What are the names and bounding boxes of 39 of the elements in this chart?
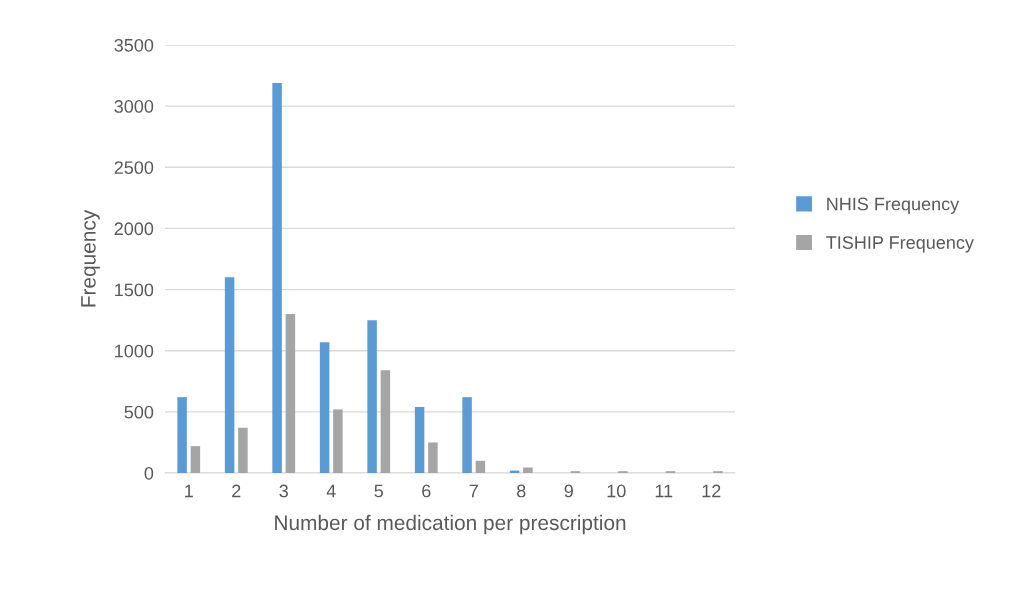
x-tick-label: 6 <box>422 484 431 498</box>
y-tick-label: 3500 <box>114 38 154 52</box>
x-axis-title: Number of medication per prescription <box>275 514 626 535</box>
x-tick-label: 2 <box>232 484 241 498</box>
x-tick-label: 4 <box>326 484 336 498</box>
y-tick-label: 0 <box>144 466 154 480</box>
x-tick-label: 10 <box>607 484 626 498</box>
bar <box>428 442 438 473</box>
bar <box>238 427 248 473</box>
bar <box>272 82 282 473</box>
y-tick-label: 2500 <box>114 161 154 175</box>
x-tick-label: 8 <box>517 484 526 498</box>
bar <box>367 320 377 473</box>
bar <box>319 342 330 473</box>
x-tick-label: 9 <box>564 484 573 498</box>
legend-label: TISHIP Frequency <box>826 236 974 253</box>
legend-label: NHIS Frequency <box>827 197 960 214</box>
x-tick-label: 7 <box>469 484 478 498</box>
x-tick-label: 11 <box>655 484 673 498</box>
y-tick-label: 3000 <box>114 100 154 113</box>
y-tick-label: 1500 <box>115 283 154 297</box>
bar <box>333 409 343 473</box>
bar <box>177 397 187 473</box>
y-tick-label: 2000 <box>114 222 154 236</box>
bar <box>380 370 391 473</box>
bar <box>475 460 486 473</box>
bar <box>414 406 425 473</box>
x-tick-label: 5 <box>374 484 384 498</box>
bar <box>224 277 235 473</box>
y-axis-title: Frequency <box>81 209 100 307</box>
bar <box>285 314 296 473</box>
x-tick-label: 3 <box>279 484 288 498</box>
bar <box>462 397 472 473</box>
bar <box>190 446 201 473</box>
y-tick-label: 1000 <box>115 344 154 358</box>
x-tick-label: 1 <box>185 484 193 498</box>
y-tick-label: 500 <box>124 405 154 419</box>
x-tick-label: 12 <box>702 484 721 498</box>
bar <box>523 467 533 473</box>
